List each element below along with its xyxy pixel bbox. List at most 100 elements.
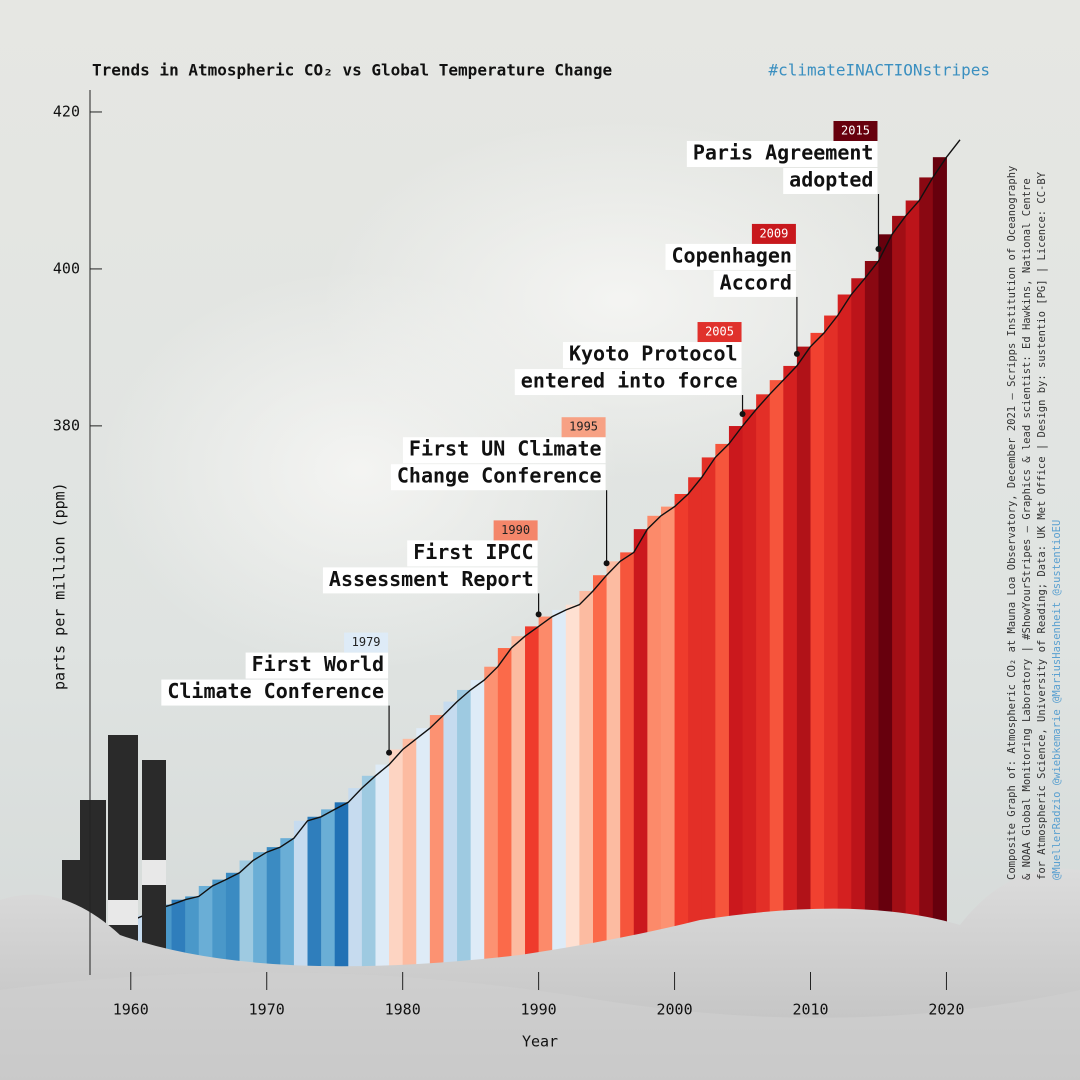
year-label: 2005 <box>705 325 734 339</box>
annotation-text: Paris Agreement <box>693 140 874 164</box>
annotation-dot <box>739 411 746 418</box>
stripe <box>212 879 227 975</box>
x-tick-label: 1990 <box>521 1001 557 1019</box>
annotation-text: First UN Climate <box>409 437 602 461</box>
stripe <box>728 426 744 976</box>
annotation-bg <box>686 140 878 167</box>
plot-area: First World Climate Conference 1979 First I… <box>116 120 961 976</box>
dune <box>0 972 1080 1080</box>
annotation-text: Copenhagen <box>671 243 791 267</box>
y-axis-label: parts per million (ppm) <box>51 482 69 690</box>
stripe <box>565 604 580 975</box>
stripe <box>837 294 852 975</box>
stripe <box>715 443 730 975</box>
stripe <box>905 200 920 975</box>
annotation-dot <box>603 560 610 567</box>
annotation-text: Accord <box>720 270 792 294</box>
stripe <box>878 234 893 975</box>
year-badge <box>561 417 606 438</box>
annotation-bg <box>407 540 538 567</box>
chart-title: Trends in Atmospheric CO₂ vs Global Temp… <box>92 61 612 80</box>
annotation-bg <box>322 567 538 594</box>
stripe <box>647 515 662 975</box>
x-axis-label: Year <box>522 1033 558 1051</box>
stripe <box>266 847 281 975</box>
stripe <box>810 332 825 975</box>
annotation-bg <box>245 652 389 679</box>
year-badge <box>697 322 742 343</box>
stripe <box>864 260 879 975</box>
year-label: 1990 <box>501 523 530 537</box>
year-badge <box>344 632 389 653</box>
stripe <box>389 749 404 975</box>
annotation-bg <box>665 243 796 270</box>
annotation-bg <box>783 167 878 194</box>
stripe <box>497 648 512 975</box>
annotation: First UN Climate Change Conference 1995 <box>390 417 610 567</box>
stripe <box>361 775 376 975</box>
stripe <box>660 506 676 975</box>
stripe <box>783 365 798 975</box>
stripe <box>484 666 499 975</box>
stripe <box>416 728 431 975</box>
stripe <box>334 802 349 975</box>
annotation-text: First World <box>252 652 384 676</box>
stripe <box>225 872 241 975</box>
year-label: 1995 <box>569 420 598 434</box>
annotation: First IPCC Assessment Report 1990 <box>322 520 542 618</box>
annotation-dot <box>793 350 800 357</box>
credit-line: & NOAA Global Monitoring Laboratory | #S… <box>1021 178 1033 880</box>
annotation-bg <box>514 369 742 396</box>
annotation-text: Assessment Report <box>329 567 534 591</box>
annotation-bg <box>713 270 796 297</box>
stripe <box>321 809 336 975</box>
stripe <box>796 346 812 975</box>
year-label: 2009 <box>759 226 788 240</box>
stripe <box>443 701 458 975</box>
stripe <box>674 493 689 975</box>
annotation-text: First IPCC <box>413 540 533 564</box>
hashtag: #climateINACTIONstripes <box>768 61 990 80</box>
stripe <box>457 689 472 975</box>
stripe <box>592 575 608 975</box>
x-tick-label: 1970 <box>249 1001 285 1019</box>
annotation-dot <box>386 749 393 756</box>
annotation-text: Change Conference <box>397 464 602 488</box>
credit-line: for Atmospheric Science, University of R… <box>1036 171 1048 880</box>
stripe <box>579 590 594 975</box>
x-tick-label: 2010 <box>792 1001 828 1019</box>
credit-line: @MuellerRadzio @wiebkemarie @MariusHasen… <box>1051 520 1063 880</box>
year-badge <box>493 520 538 541</box>
y-tick-label: 420 <box>53 102 80 120</box>
stripe <box>633 529 648 975</box>
annotation: Paris Agreement adopted 2015 <box>686 120 882 252</box>
stripe <box>769 380 784 976</box>
stripe <box>688 477 703 975</box>
x-tick-label: 1960 <box>113 1001 149 1019</box>
stripe <box>606 561 621 975</box>
stripe <box>198 885 213 975</box>
annotation: Kyoto Protocol entered into force 2005 <box>514 322 746 418</box>
stripe <box>756 394 771 975</box>
annotation-text: Kyoto Protocol <box>569 342 738 366</box>
stripe <box>402 738 417 975</box>
year-badge <box>833 120 878 141</box>
annotation-text: Climate Conference <box>167 679 384 703</box>
stripe <box>892 215 907 975</box>
annotation-bg <box>390 464 606 491</box>
stripe <box>525 626 540 975</box>
stripe <box>293 820 309 975</box>
stripe <box>552 609 567 975</box>
stripe <box>620 552 635 975</box>
stripe <box>538 616 553 975</box>
x-tick-label: 2020 <box>928 1001 964 1019</box>
stripe <box>348 788 363 975</box>
x-tick-label: 2000 <box>656 1001 692 1019</box>
x-tick-label: 1980 <box>385 1001 421 1019</box>
y-tick-label: 400 <box>53 259 80 277</box>
annotation-bg <box>402 437 606 464</box>
annotation-bg <box>562 342 742 369</box>
year-label: 2015 <box>841 123 870 137</box>
